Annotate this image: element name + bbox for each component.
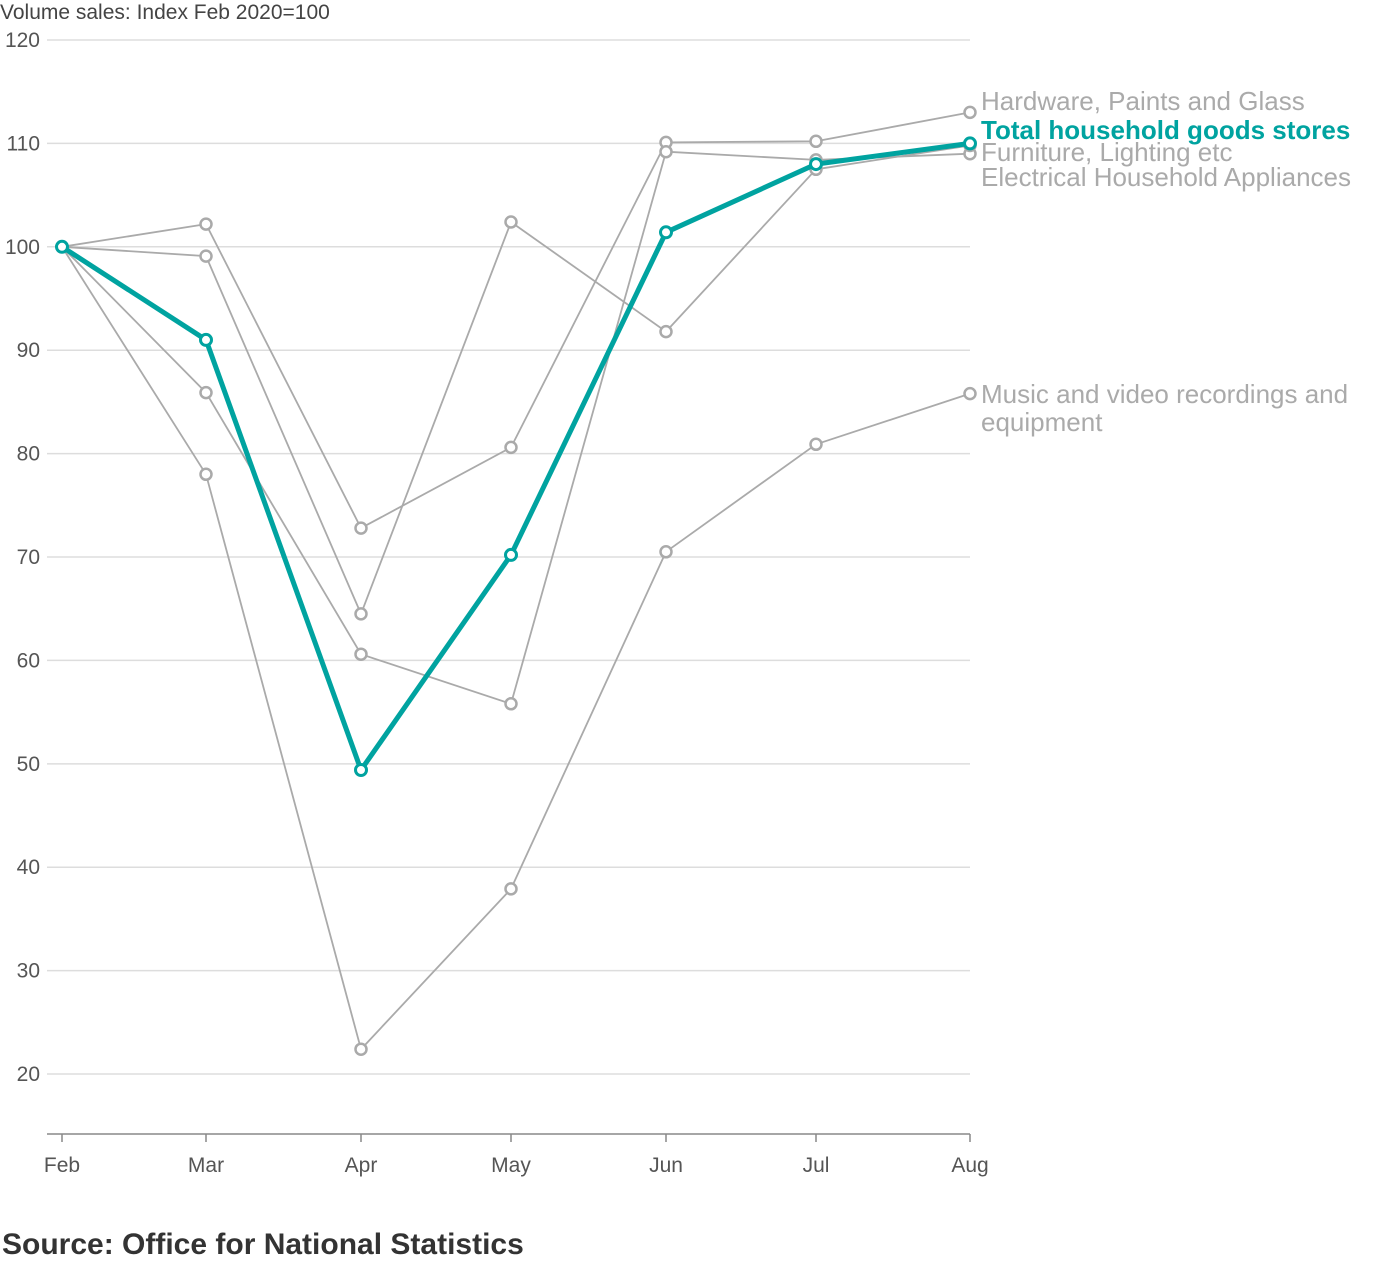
- series-label-line: Total household goods stores: [981, 115, 1350, 145]
- data-point: [199, 467, 213, 482]
- y-tick-label: 90: [17, 339, 40, 362]
- data-point: [354, 521, 368, 535]
- series-label-line: Music and video recordings and: [981, 379, 1348, 409]
- source-note: Source: Office for National Statistics: [2, 1228, 524, 1261]
- data-point: [504, 697, 518, 711]
- data-point: [199, 385, 213, 400]
- data-point: [199, 332, 213, 347]
- data-point: [504, 215, 518, 229]
- series-label-line: Hardware, Paints and Glass: [981, 86, 1305, 116]
- data-point: [659, 225, 673, 240]
- data-point: [809, 157, 823, 172]
- y-tick-label: 100: [5, 236, 40, 259]
- y-axis-title: Volume sales: Index Feb 2020=100: [0, 1, 330, 24]
- series-label: Total household goods stores: [981, 115, 1350, 145]
- series-label-line: equipment: [981, 407, 1103, 437]
- series-music-and-video-recordings-and-equipment: [55, 240, 977, 1056]
- line-chart: 20 30 40 50 60 70 80 90 100 110 120 Feb Mar Apr May Jun…: [0, 1, 1351, 1177]
- x-tick-label: Jul: [803, 1154, 830, 1177]
- y-tick-label: 40: [17, 856, 40, 879]
- axes: 20 30 40 50 60 70 80 90 100 110 120 Feb Mar Apr May Jun…: [5, 29, 989, 1177]
- series-label: Furniture, Lighting etc: [981, 137, 1232, 167]
- series-line: [61, 150, 971, 705]
- series-total-household-goods-stores: [55, 136, 977, 777]
- x-tick-label: May: [491, 1154, 531, 1177]
- data-point: [809, 437, 823, 452]
- series-label: Electrical Household Appliances: [981, 162, 1351, 192]
- data-point: [504, 547, 518, 562]
- y-tick-label: 80: [17, 443, 40, 466]
- x-tick-label: Aug: [951, 1154, 988, 1177]
- y-tick-label: 30: [17, 960, 40, 983]
- data-point: [659, 545, 673, 559]
- data-point: [55, 239, 69, 254]
- x-tick-label: Feb: [44, 1154, 80, 1177]
- x-tick-label: Jun: [649, 1154, 683, 1177]
- data-point: [354, 647, 368, 661]
- data-point: [504, 882, 518, 896]
- series-labels: Hardware, Paints and Glass Furniture, Lig…: [981, 86, 1351, 437]
- y-tick-label: 20: [17, 1063, 40, 1086]
- series-hardware-paints-and-glass: [55, 105, 977, 535]
- y-tick-label: 50: [17, 753, 40, 776]
- x-tick-label: Apr: [345, 1154, 378, 1177]
- data-point: [504, 440, 518, 455]
- data-point: [659, 324, 673, 339]
- y-tick-label: 110: [7, 132, 40, 155]
- data-point: [354, 1042, 368, 1056]
- series-line: [61, 111, 971, 529]
- data-point: [199, 249, 213, 263]
- data-point: [354, 607, 368, 621]
- data-point: [963, 136, 977, 151]
- x-tick-label: Mar: [188, 1154, 224, 1177]
- series-label: Hardware, Paints and Glass: [981, 86, 1305, 116]
- data-point: [354, 763, 368, 777]
- data-point: [659, 144, 673, 159]
- series-label-line: Electrical Household Appliances: [981, 162, 1351, 192]
- series-label: Music and video recordings and equipment: [981, 379, 1348, 437]
- series-label-line: Furniture, Lighting etc: [981, 137, 1232, 167]
- y-tick-label: 120: [5, 29, 40, 52]
- y-tick-label: 70: [17, 546, 40, 569]
- data-point: [199, 217, 213, 231]
- data-point: [963, 105, 977, 120]
- series-group: [55, 105, 977, 1056]
- series-line: [61, 246, 971, 1051]
- data-point: [963, 386, 977, 401]
- data-point: [809, 134, 823, 149]
- y-tick-label: 60: [17, 649, 40, 672]
- series-line: [60, 140, 971, 773]
- series-furniture-lighting-etc: [55, 144, 977, 711]
